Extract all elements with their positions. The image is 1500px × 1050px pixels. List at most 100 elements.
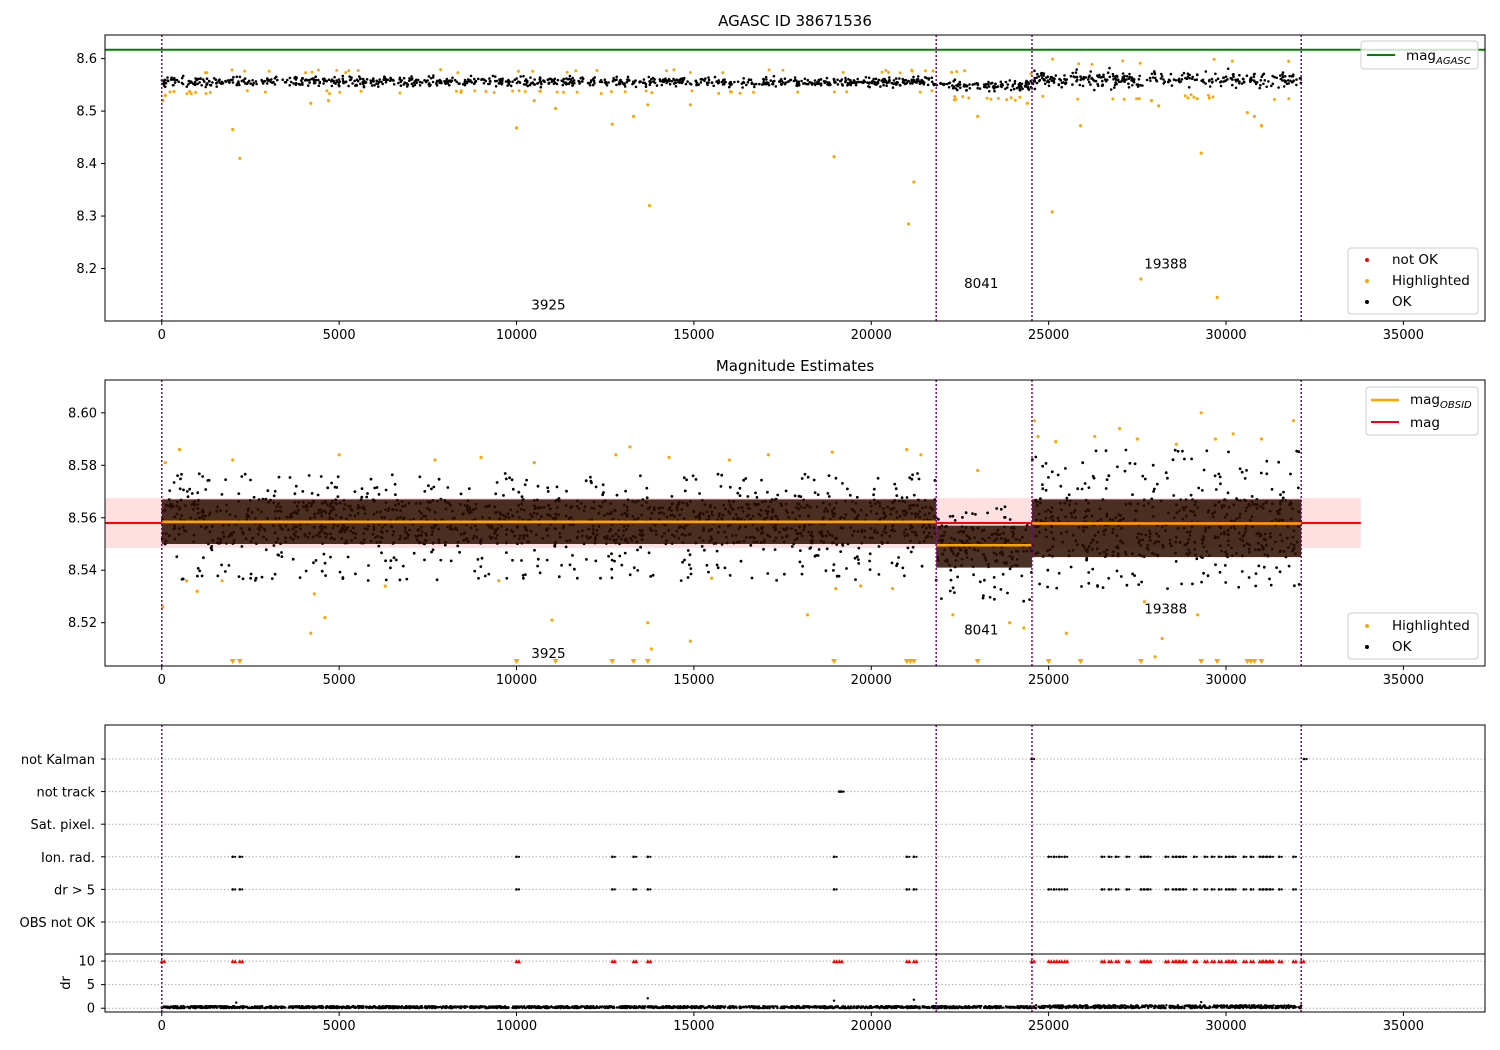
ok-point: [546, 486, 550, 490]
ok-point: [505, 576, 509, 580]
ok-point: [383, 75, 386, 78]
ok-point: [607, 81, 610, 84]
highlighted-point: [1160, 636, 1164, 641]
ok-point: [1035, 81, 1039, 85]
ok-point: [1113, 86, 1116, 89]
ok-point: [1257, 564, 1261, 568]
ok-point: [555, 485, 559, 489]
ok-point: [594, 559, 598, 563]
ok-point: [423, 490, 427, 493]
highlighted-point: [1018, 95, 1022, 99]
ok-point: [585, 558, 588, 561]
ok-point: [519, 75, 522, 78]
highlighted-point: [1189, 93, 1193, 97]
ok-point: [1188, 76, 1191, 80]
legend-label-highlighted: Highlighted: [1392, 273, 1470, 289]
ok-point: [538, 571, 542, 575]
ok-point: [470, 81, 474, 84]
ok-point: [431, 76, 435, 79]
top-xtick-label: 15000: [673, 328, 714, 343]
ok-point: [397, 81, 400, 85]
ok-point: [220, 563, 224, 567]
ok-point: [177, 80, 180, 84]
mid-xtick-label: 5000: [323, 673, 356, 688]
ok-point: [515, 77, 518, 80]
highlighted-point: [245, 89, 249, 93]
ok-point: [1065, 496, 1069, 500]
ok-point: [333, 75, 336, 79]
ok-point: [573, 81, 576, 85]
ok-point: [1139, 84, 1142, 87]
ok-point: [808, 547, 812, 550]
ok-point: [494, 85, 498, 88]
ok-point: [314, 75, 318, 78]
ok-point: [1041, 483, 1044, 486]
ok-point: [517, 490, 521, 494]
ok-point: [1219, 84, 1223, 88]
mid-xtick-label: 30000: [1205, 673, 1246, 688]
highlighted-point: [845, 90, 849, 94]
ok-point: [836, 78, 839, 82]
ok-point: [699, 81, 703, 84]
top-ytick-label: 8.6: [76, 52, 97, 67]
ok-point: [1293, 584, 1296, 588]
ok-point: [215, 82, 218, 85]
mid-obsid-label: 3925: [531, 646, 565, 662]
ok-point: [495, 79, 499, 83]
ok-point: [951, 84, 954, 87]
ok-point: [188, 487, 192, 491]
ok-point: [322, 82, 325, 85]
ok-point: [783, 572, 786, 576]
ok-point: [665, 81, 668, 85]
ok-point: [272, 544, 276, 547]
ok-point: [613, 78, 616, 82]
flag-point: [646, 855, 650, 859]
ok-point: [522, 83, 526, 86]
flag-point: [1280, 888, 1283, 891]
ok-point: [320, 569, 324, 573]
ok-point: [208, 80, 211, 83]
ok-point: [443, 543, 447, 547]
highlighted-point: [1054, 440, 1058, 444]
highlighted-point: [454, 89, 458, 93]
highlighted-point: [644, 89, 648, 93]
ok-point: [341, 79, 345, 83]
ok-point: [586, 81, 590, 85]
ok-point: [922, 82, 925, 86]
highlighted-point: [623, 90, 627, 94]
ok-point: [220, 493, 224, 496]
ok-point: [349, 78, 353, 81]
ok-point: [488, 77, 491, 80]
ok-point: [958, 83, 962, 86]
ok-point: [260, 78, 263, 82]
flag-point: [1164, 888, 1168, 891]
ok-point: [874, 77, 878, 81]
ok-point: [200, 574, 204, 578]
flag-point: [1117, 888, 1120, 891]
ok-point: [992, 87, 996, 90]
ok-point: [389, 566, 392, 570]
ok-point: [793, 494, 797, 498]
highlighted-point: [1186, 96, 1190, 100]
ok-point: [479, 565, 483, 568]
ok-point: [917, 477, 921, 481]
ok-point: [638, 80, 642, 84]
highlighted-point: [1025, 101, 1029, 105]
ok-point: [1130, 79, 1133, 82]
ok-point: [358, 75, 361, 78]
ok-point: [556, 78, 560, 82]
flag-point: [1206, 855, 1209, 858]
ok-point: [1123, 80, 1126, 83]
ok-point: [1287, 564, 1291, 568]
below-range-marker: [236, 659, 243, 664]
ok-point: [758, 82, 761, 86]
highlighted-point: [717, 91, 721, 95]
ok-point: [599, 79, 603, 82]
ok-point: [761, 83, 764, 86]
ok-point: [367, 564, 370, 567]
ok-point: [926, 83, 930, 87]
ok-point: [543, 80, 546, 84]
ok-point: [228, 81, 231, 84]
ok-point: [178, 487, 182, 491]
ok-point: [916, 75, 920, 78]
